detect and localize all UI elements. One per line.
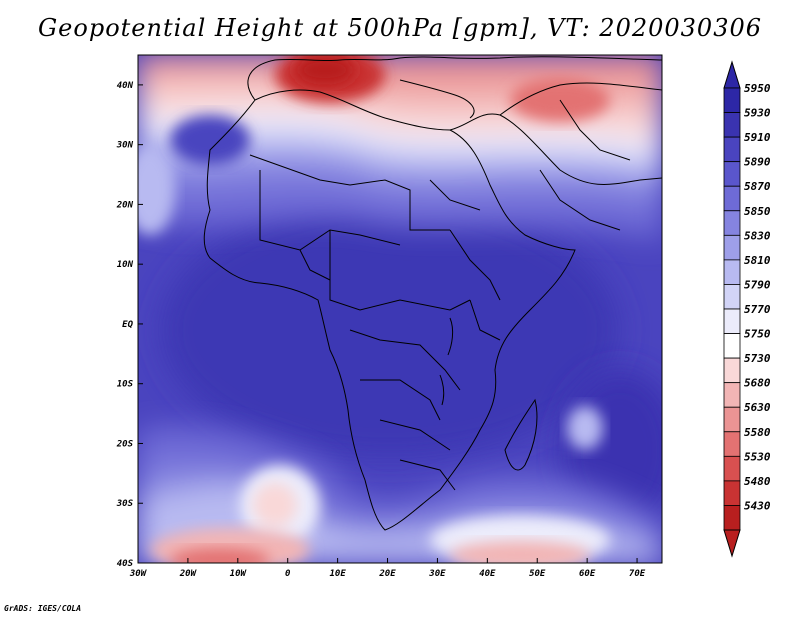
colorbar-swatch bbox=[723, 259, 741, 285]
coastlines bbox=[203, 56, 662, 531]
colorbar-label: 5770 bbox=[744, 303, 771, 316]
colorbar-swatch bbox=[723, 87, 741, 113]
height-field bbox=[138, 55, 662, 563]
lat-tick-label: 40N bbox=[117, 81, 134, 91]
lon-tick-label: 30W bbox=[129, 569, 148, 579]
colorbar-swatch bbox=[723, 505, 741, 531]
colorbar-bottom-arrow bbox=[723, 529, 741, 558]
colorbar-label: 5850 bbox=[744, 205, 771, 218]
colorbar-swatch bbox=[723, 308, 741, 334]
lat-tick-label: 30S bbox=[116, 499, 134, 509]
credit-text: GrADS: IGES/COLA bbox=[4, 604, 82, 613]
chart-title: Geopotential Height at 500hPa [gpm], VT:… bbox=[38, 14, 762, 42]
colorbar-label: 5930 bbox=[744, 107, 771, 120]
lon-tick-label: 30E bbox=[428, 569, 446, 579]
colorbar-label: 5790 bbox=[744, 278, 771, 291]
lon-tick-label: 50E bbox=[529, 569, 546, 579]
colorbar-label: 5480 bbox=[744, 475, 771, 488]
colorbar-swatch bbox=[723, 431, 741, 457]
lon-tick-label: 10W bbox=[230, 569, 248, 579]
colorbar: 5950 5930 5910 5890 5870 5850 5830 5810 5790 5770… bbox=[723, 60, 771, 558]
colorbar-label: 5580 bbox=[744, 426, 771, 439]
lon-tick-label: 70E bbox=[629, 569, 646, 579]
colorbar-label: 5810 bbox=[744, 254, 771, 267]
lon-tick-label: 20E bbox=[378, 569, 396, 579]
lat-tick-label: EQ bbox=[122, 320, 133, 330]
colorbar-swatch bbox=[723, 234, 741, 261]
colorbar-label: 5870 bbox=[744, 180, 771, 193]
lat-tick-label: 20S bbox=[116, 439, 134, 449]
colorbar-swatch bbox=[723, 136, 741, 163]
lon-tick-label: 20W bbox=[179, 569, 198, 579]
lat-tick-label: 10N bbox=[117, 260, 134, 270]
colorbar-swatch bbox=[723, 210, 741, 236]
colorbar-swatch bbox=[723, 161, 741, 187]
lon-tick-label: 0 bbox=[285, 569, 291, 579]
colorbar-label: 5750 bbox=[744, 328, 771, 341]
colorbar-swatch bbox=[723, 112, 741, 138]
lat-tick-label: 10S bbox=[117, 380, 134, 390]
lon-tick-label: 40E bbox=[479, 569, 496, 579]
colorbar-top-arrow bbox=[723, 60, 741, 89]
colorbar-swatch bbox=[723, 382, 741, 408]
lon-tick-label: 60E bbox=[579, 569, 596, 579]
colorbar-label: 5910 bbox=[744, 131, 771, 144]
colorbar-label: 5680 bbox=[744, 377, 771, 390]
lat-tick-label: 20N bbox=[116, 200, 134, 210]
colorbar-swatch bbox=[723, 284, 741, 310]
colorbar-label: 5950 bbox=[744, 82, 771, 95]
colorbar-swatch bbox=[723, 357, 741, 384]
colorbar-label: 5630 bbox=[744, 401, 771, 414]
colorbar-swatch bbox=[723, 480, 741, 506]
map-frame bbox=[137, 54, 663, 564]
colorbar-label: 5830 bbox=[744, 229, 771, 242]
colorbar-label: 5430 bbox=[744, 499, 771, 512]
colorbar-label: 5890 bbox=[744, 156, 771, 169]
colorbar-swatch bbox=[723, 406, 741, 433]
lat-tick-label: 40S bbox=[117, 559, 134, 569]
latitude-axis: 40S 30S 20S 10S EQ 10N 20N 30N 40N bbox=[116, 81, 143, 569]
colorbar-swatch bbox=[723, 333, 741, 359]
longitude-axis: 30W 20W 10W 0 10E 20E 30E 40E 50E 60E 70E bbox=[129, 558, 646, 579]
colorbar-swatch bbox=[723, 455, 741, 482]
lon-tick-label: 10E bbox=[329, 569, 346, 579]
colorbar-swatch bbox=[723, 185, 741, 212]
colorbar-label: 5730 bbox=[744, 352, 771, 365]
colorbar-label: 5530 bbox=[744, 450, 771, 463]
lat-tick-label: 30N bbox=[116, 141, 134, 151]
